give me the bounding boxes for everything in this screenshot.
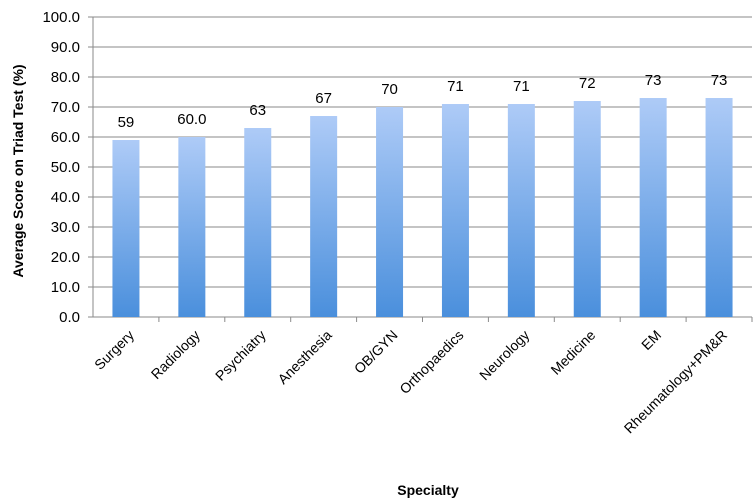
y-tick-label: 0.0 (59, 309, 80, 326)
y-tick-label: 30.0 (51, 219, 80, 236)
x-tick-label: Anesthesia (274, 327, 334, 387)
bar-value-label: 67 (315, 90, 332, 107)
bar-value-label: 72 (579, 75, 596, 92)
x-tick-label: Radiology (148, 327, 203, 382)
y-tick-label: 70.0 (51, 99, 80, 116)
y-tick-label: 80.0 (51, 69, 80, 86)
x-tick-label: Surgery (91, 327, 137, 373)
bar (244, 128, 272, 317)
x-tick-label: Neurology (476, 327, 532, 383)
y-tick-label: 40.0 (51, 189, 80, 206)
bar (441, 104, 469, 317)
x-tick-label: Medicine (547, 327, 598, 378)
bar (376, 107, 404, 317)
y-tick-label: 60.0 (51, 129, 80, 146)
bar-value-label: 73 (645, 72, 662, 89)
bar-value-labels: 59 60.0 63 67 70 71 71 72 73 73 (118, 72, 728, 131)
bar (705, 98, 733, 317)
bar (178, 137, 206, 317)
bar (639, 98, 667, 317)
bar-value-label: 59 (118, 114, 135, 131)
bar-value-label: 71 (513, 78, 530, 95)
x-tick-label: OB/GYN (351, 327, 401, 377)
y-tick-label: 50.0 (51, 159, 80, 176)
bar-value-label: 70 (381, 81, 398, 98)
y-tick-label: 20.0 (51, 249, 80, 266)
y-tick-label: 100.0 (42, 9, 80, 26)
y-tick-label: 10.0 (51, 279, 80, 296)
bar (112, 140, 140, 317)
x-tick-label: EM (638, 327, 664, 353)
bars (112, 98, 733, 317)
y-axis-title: Average Score on Triad Test (%) (10, 64, 26, 277)
bar-value-label: 73 (711, 72, 728, 89)
bar (507, 104, 535, 317)
bar-value-label: 71 (447, 78, 464, 95)
bar (573, 101, 601, 317)
bar-value-label: 60.0 (177, 111, 206, 128)
bar-value-label: 63 (249, 102, 266, 119)
y-tick-label: 90.0 (51, 39, 80, 56)
bar (310, 116, 338, 317)
x-tick-labels: Surgery Radiology Psychiatry Anesthesia OB/G… (91, 327, 730, 437)
x-axis-title: Specialty (397, 482, 459, 498)
x-tick-label: Orthopaedics (396, 327, 466, 397)
x-tick-label: Psychiatry (212, 327, 269, 384)
y-tick-labels: 0.0 10.0 20.0 30.0 40.0 50.0 60.0 70.0 80.0 90.0 1… (42, 9, 80, 326)
x-tick-label: Rheumatology+PM&R (621, 327, 731, 437)
